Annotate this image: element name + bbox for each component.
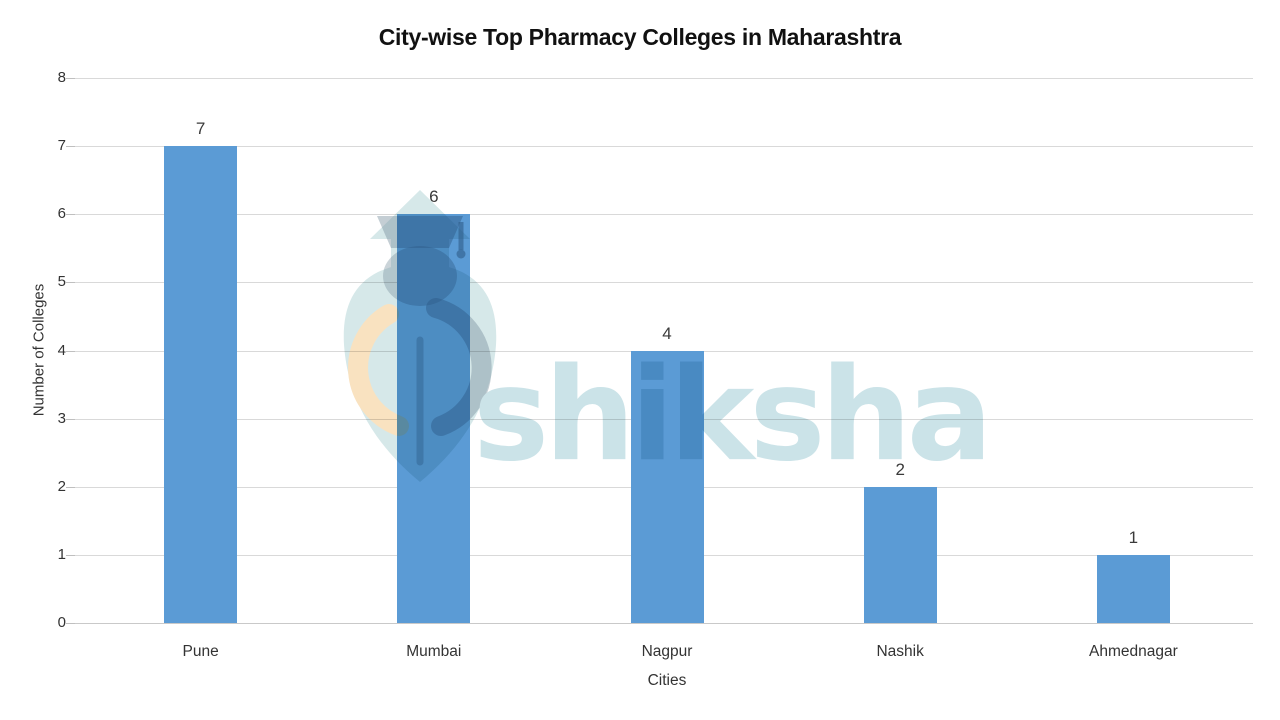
y-axis-tick-label: 5 <box>57 273 66 291</box>
x-category-label-mumbai: Mumbai <box>406 643 462 660</box>
y-axis-tick-mark <box>66 282 75 284</box>
y-axis-tick-mark <box>66 214 75 216</box>
y-axis-tick-mark <box>66 418 75 420</box>
gridline <box>75 282 1253 284</box>
plot-area: 7 6 4 2 1 <box>66 78 1253 624</box>
y-axis-tick-mark <box>66 623 75 624</box>
y-axis-tick-mark <box>66 146 75 148</box>
gridline <box>75 146 1253 148</box>
y-axis-tick-label: 1 <box>57 545 66 563</box>
x-category-label-nashik: Nashik <box>876 643 924 660</box>
bar-value-label: 4 <box>662 323 672 343</box>
gridline <box>75 78 1253 79</box>
gridline <box>75 214 1253 216</box>
y-axis-tick-label: 8 <box>57 69 66 86</box>
y-axis-tick-label: 2 <box>57 477 66 495</box>
bar-pune <box>164 146 238 623</box>
y-axis-tick-label: 4 <box>57 341 66 359</box>
bar-value-label: 1 <box>1128 527 1139 547</box>
bar-nagpur <box>630 350 704 623</box>
bar-ahmednagar <box>1096 554 1170 623</box>
bar-value-label: 6 <box>429 187 439 207</box>
y-axis-tick-mark <box>66 350 75 352</box>
y-axis-tick-label: 6 <box>57 205 66 223</box>
bar-value-label: 2 <box>895 459 905 479</box>
x-category-label-ahmednagar: Ahmednagar <box>1089 643 1178 660</box>
bar-mumbai <box>397 214 471 623</box>
bar-nashik <box>863 486 937 623</box>
bar-value-label: 7 <box>195 119 206 139</box>
chart-title: City-wise Top Pharmacy Colleges in Mahar… <box>378 24 902 50</box>
x-category-label-nagpur: Nagpur <box>641 643 693 660</box>
y-axis-tick-mark <box>66 554 75 556</box>
y-axis-tick-mark <box>66 78 75 79</box>
x-axis-title: Cities <box>647 672 687 689</box>
gridline <box>75 623 1253 624</box>
y-axis-tick-label: 3 <box>57 409 66 427</box>
y-axis-tick-label: 0 <box>57 614 66 631</box>
y-axis-tick-mark <box>66 486 75 488</box>
x-category-label-pune: Pune <box>182 643 219 660</box>
y-axis-tick-label: 7 <box>57 137 66 155</box>
